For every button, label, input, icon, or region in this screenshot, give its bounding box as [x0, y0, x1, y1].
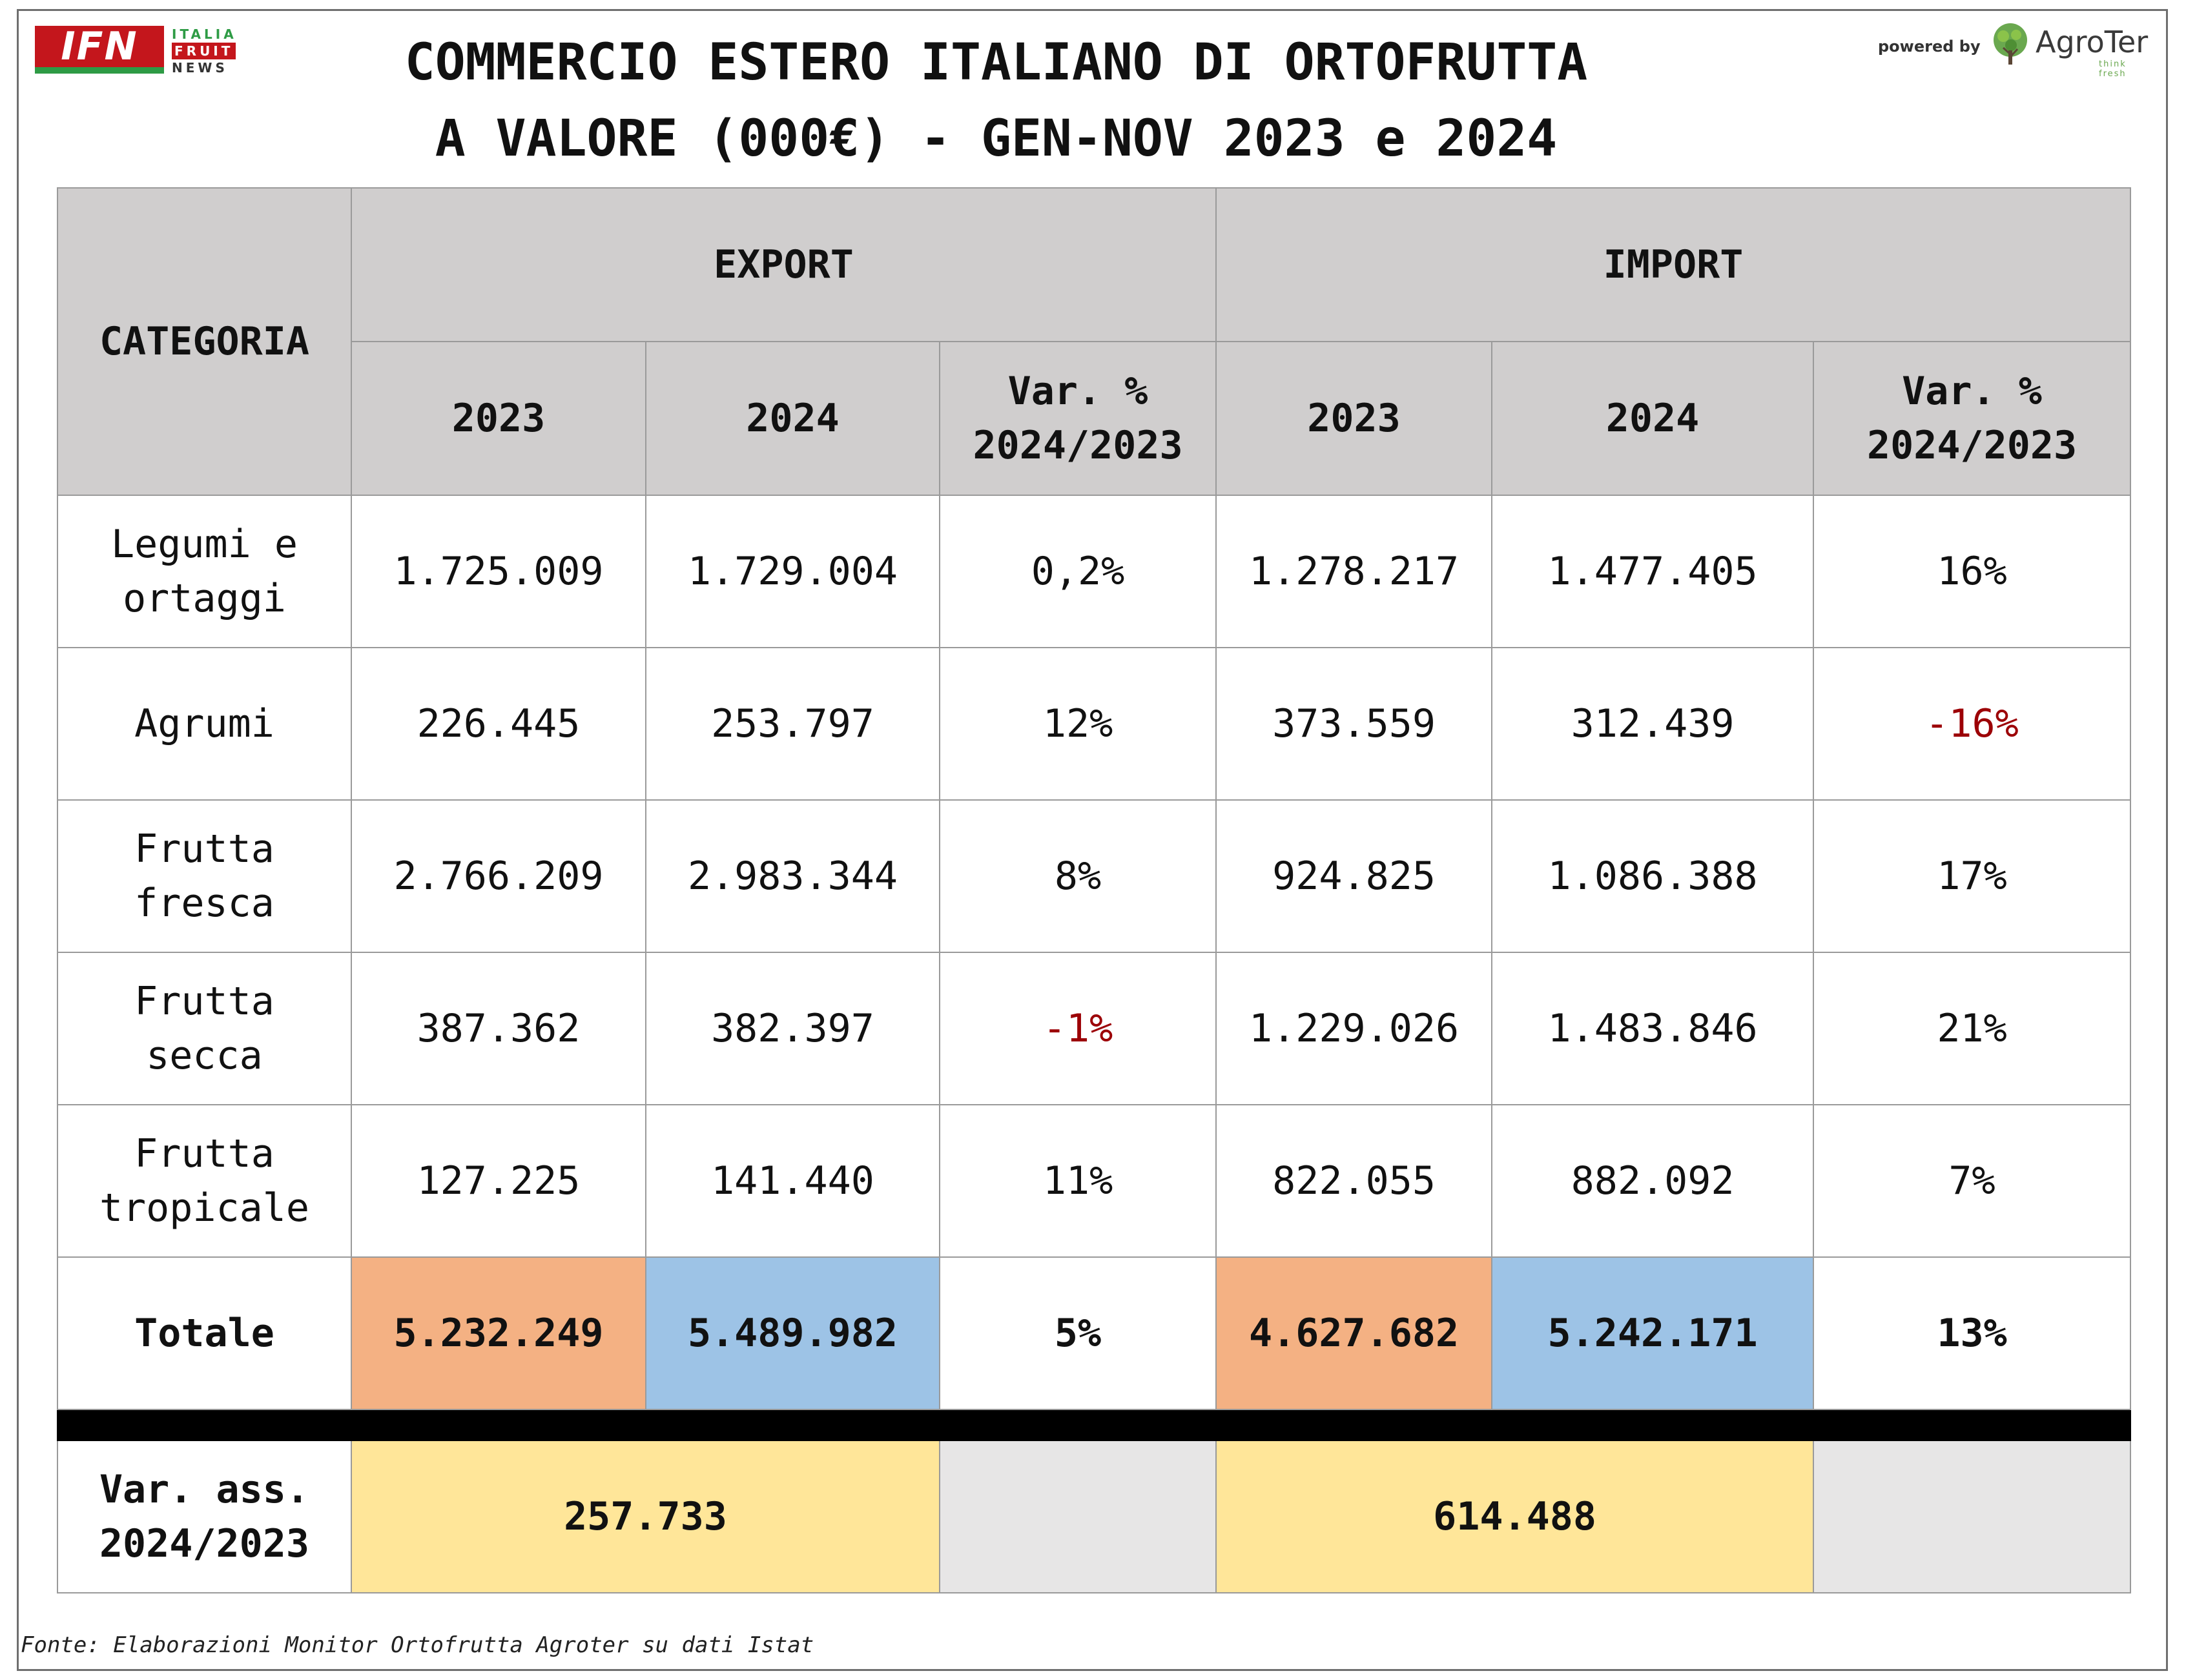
- var-ass-label: Var. ass. 2024/2023: [57, 1440, 352, 1593]
- row-category: Frutta tropicale: [57, 1104, 352, 1258]
- agroter-logo: AgroTer think fresh: [1989, 19, 2157, 79]
- total-label: Totale: [57, 1256, 352, 1410]
- var-ass-import: 614.488: [1215, 1440, 1815, 1593]
- cell-export-2023: 2.766.209: [351, 799, 646, 953]
- cell-import-2024: 312.439: [1491, 647, 1815, 801]
- cell-import-2023: 924.825: [1215, 799, 1493, 953]
- row-category: Frutta secca: [57, 952, 352, 1105]
- cell-import-var: 7%: [1813, 1104, 2132, 1258]
- ifn-logo: IFN ITALIA FRUIT NEWS: [35, 26, 254, 80]
- table-row: Agrumi 226.445 253.797 12% 373.559 312.4…: [57, 647, 2132, 801]
- var-ass-label-line-2: 2024/2023: [99, 1521, 310, 1566]
- cell-import-2024: 1.086.388: [1491, 799, 1815, 953]
- ifn-logo-word-italia: ITALIA: [172, 26, 237, 42]
- var-ass-row: Var. ass. 2024/2023 257.733 614.488: [57, 1440, 2132, 1593]
- cell-import-2024: 1.483.846: [1491, 952, 1815, 1105]
- agroter-tagline: think fresh: [2099, 59, 2127, 79]
- cell-export-var: 12%: [938, 647, 1217, 801]
- header-export-var-line-2: 2024/2023: [973, 423, 1183, 468]
- var-ass-import-empty: [1813, 1440, 2132, 1593]
- ifn-logo-badge: IFN: [35, 26, 164, 74]
- separator-cell: [56, 1409, 2132, 1441]
- var-ass-export-empty: [938, 1440, 1217, 1593]
- header-export-var-line-1: Var. %: [1007, 369, 1148, 414]
- ifn-logo-letters: IFN: [61, 24, 138, 69]
- row-category: Legumi e ortaggi: [57, 495, 352, 648]
- table-row: Frutta fresca 2.766.209 2.983.344 8% 924…: [57, 799, 2132, 953]
- cell-import-2024: 1.477.405: [1491, 495, 1815, 648]
- header-import: IMPORT: [1215, 187, 2132, 342]
- ifn-logo-word-news: NEWS: [172, 60, 228, 76]
- row-category-line-2: fresca: [134, 881, 274, 926]
- cell-import-var: 17%: [1813, 799, 2132, 953]
- header-import-var: Var. % 2024/2023: [1813, 341, 2132, 496]
- cell-export-2023: 1.725.009: [351, 495, 646, 648]
- row-category-line-1: Frutta: [134, 826, 274, 872]
- row-category: Agrumi: [57, 647, 352, 801]
- header-export-var: Var. % 2024/2023: [938, 341, 1217, 496]
- header-categoria: CATEGORIA: [57, 187, 352, 496]
- total-export-var: 5%: [938, 1256, 1217, 1410]
- page-title-line-1: COMMERCIO ESTERO ITALIANO DI ORTOFRUTTA: [404, 34, 1588, 92]
- row-category: Frutta fresca: [57, 799, 352, 953]
- cell-export-2024: 2.983.344: [645, 799, 940, 953]
- cell-export-2024: 1.729.004: [645, 495, 940, 648]
- cell-export-2024: 141.440: [645, 1104, 940, 1258]
- cell-import-2023: 822.055: [1215, 1104, 1493, 1258]
- cell-import-var: 21%: [1813, 952, 2132, 1105]
- total-import-2023: 4.627.682: [1215, 1256, 1493, 1410]
- total-export-2024: 5.489.982: [645, 1256, 940, 1410]
- var-ass-label-line-1: Var. ass.: [99, 1467, 310, 1512]
- agroter-name: AgroTer: [2036, 25, 2149, 59]
- header-export: EXPORT: [350, 187, 1217, 342]
- row-category-line-2: secca: [146, 1033, 263, 1078]
- total-export-2023: 5.232.249: [351, 1256, 646, 1410]
- cell-import-2023: 1.278.217: [1215, 495, 1493, 648]
- var-ass-export: 257.733: [351, 1440, 940, 1593]
- cell-export-var: 11%: [938, 1104, 1217, 1258]
- row-category-line-2: tropicale: [99, 1185, 310, 1231]
- cell-export-var: 0,2%: [938, 495, 1217, 648]
- cell-import-var-negative: -16%: [1813, 647, 2132, 801]
- powered-by-label: powered by: [1878, 37, 1981, 56]
- header-import-2024: 2024: [1491, 341, 1815, 496]
- cell-export-2024: 253.797: [645, 647, 940, 801]
- header-import-2023: 2023: [1215, 341, 1493, 496]
- cell-import-2024: 882.092: [1491, 1104, 1815, 1258]
- table-row: Frutta tropicale 127.225 141.440 11% 822…: [57, 1104, 2132, 1258]
- cell-import-2023: 373.559: [1215, 647, 1493, 801]
- header-export-2024: 2024: [645, 341, 940, 496]
- total-row: Totale 5.232.249 5.489.982 5% 4.627.682 …: [57, 1256, 2132, 1410]
- ifn-logo-words: ITALIA FRUIT NEWS: [172, 26, 237, 76]
- cell-export-2024: 382.397: [645, 952, 940, 1105]
- cell-export-2023: 127.225: [351, 1104, 646, 1258]
- ifn-logo-word-fruit: FRUIT: [172, 43, 236, 59]
- row-category-line-1: Agrumi: [134, 701, 274, 746]
- separator-bar: [56, 1409, 2132, 1441]
- cell-export-2023: 226.445: [351, 647, 646, 801]
- page-title-line-2: A VALORE (000€) - GEN-NOV 2023 e 2024: [435, 110, 1558, 168]
- header-import-var-line-1: Var. %: [1902, 369, 2042, 414]
- table-row: Legumi e ortaggi 1.725.009 1.729.004 0,2…: [57, 495, 2132, 648]
- total-import-var: 13%: [1813, 1256, 2132, 1410]
- total-import-2024: 5.242.171: [1491, 1256, 1815, 1410]
- cell-export-var: 8%: [938, 799, 1217, 953]
- cell-export-var-negative: -1%: [938, 952, 1217, 1105]
- source-note: Fonte: Elaborazioni Monitor Ortofrutta A…: [21, 1632, 814, 1658]
- row-category-line-2: ortaggi: [123, 576, 286, 621]
- cell-import-2023: 1.229.026: [1215, 952, 1493, 1105]
- table-row: Frutta secca 387.362 382.397 -1% 1.229.0…: [57, 952, 2132, 1105]
- cell-import-var: 16%: [1813, 495, 2132, 648]
- cell-export-2023: 387.362: [351, 952, 646, 1105]
- row-category-line-1: Frutta: [134, 1131, 274, 1176]
- row-category-line-1: Frutta: [134, 979, 274, 1024]
- header-import-var-line-2: 2024/2023: [1866, 423, 2078, 468]
- header-export-2023: 2023: [351, 341, 646, 496]
- tree-icon: [1994, 23, 2027, 65]
- trade-table: CATEGORIA EXPORT IMPORT 2023 2024 Var. %…: [56, 187, 2132, 1593]
- row-category-line-1: Legumi e: [111, 522, 298, 567]
